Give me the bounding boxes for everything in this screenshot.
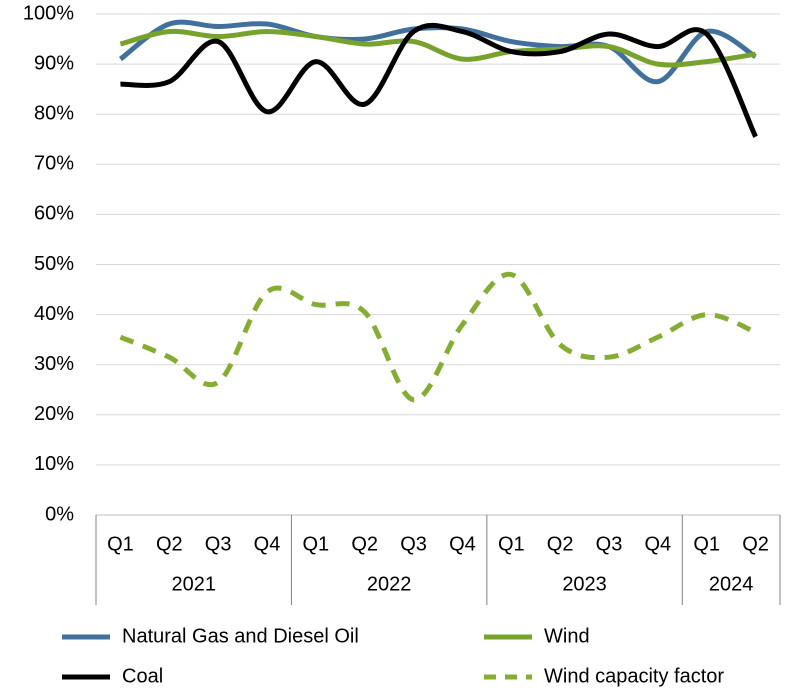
x-tick-label: Q1 [107,533,134,555]
y-tick-label: 20% [34,403,74,425]
group-label: 2024 [709,573,754,595]
y-tick-label: 50% [34,253,74,275]
y-tick-label: 60% [34,203,74,225]
y-tick-label: 100% [23,2,74,24]
y-tick-label: 40% [34,303,74,325]
y-tick-label: 70% [34,153,74,175]
legend-label: Wind [544,625,590,647]
x-tick-label: Q4 [254,533,281,555]
x-tick-label: Q2 [547,533,574,555]
x-tick-label: Q2 [351,533,378,555]
x-tick-label: Q3 [596,533,623,555]
x-tick-label: Q2 [742,533,769,555]
legend-label: Natural Gas and Diesel Oil [122,625,359,647]
series-line [119,28,756,68]
x-tick-label: Q4 [449,533,476,555]
group-label: 2021 [171,573,216,595]
y-tick-label: 90% [34,52,74,74]
x-tick-label: Q1 [693,533,720,555]
series-line [120,22,758,138]
series-line [119,272,757,403]
x-tick-label: Q3 [400,533,427,555]
group-label: 2023 [562,573,607,595]
legend-label: Wind capacity factor [544,665,724,687]
x-tick-label: Q2 [156,533,183,555]
group-label: 2022 [367,573,412,595]
y-tick-label: 30% [34,353,74,375]
y-tick-label: 10% [34,453,74,475]
x-tick-label: Q1 [498,533,525,555]
x-tick-label: Q3 [205,533,232,555]
legend-label: Coal [122,665,163,687]
y-tick-label: 80% [34,102,74,124]
x-tick-label: Q1 [303,533,330,555]
x-tick-label: Q4 [645,533,672,555]
y-tick-label: 0% [45,503,74,525]
